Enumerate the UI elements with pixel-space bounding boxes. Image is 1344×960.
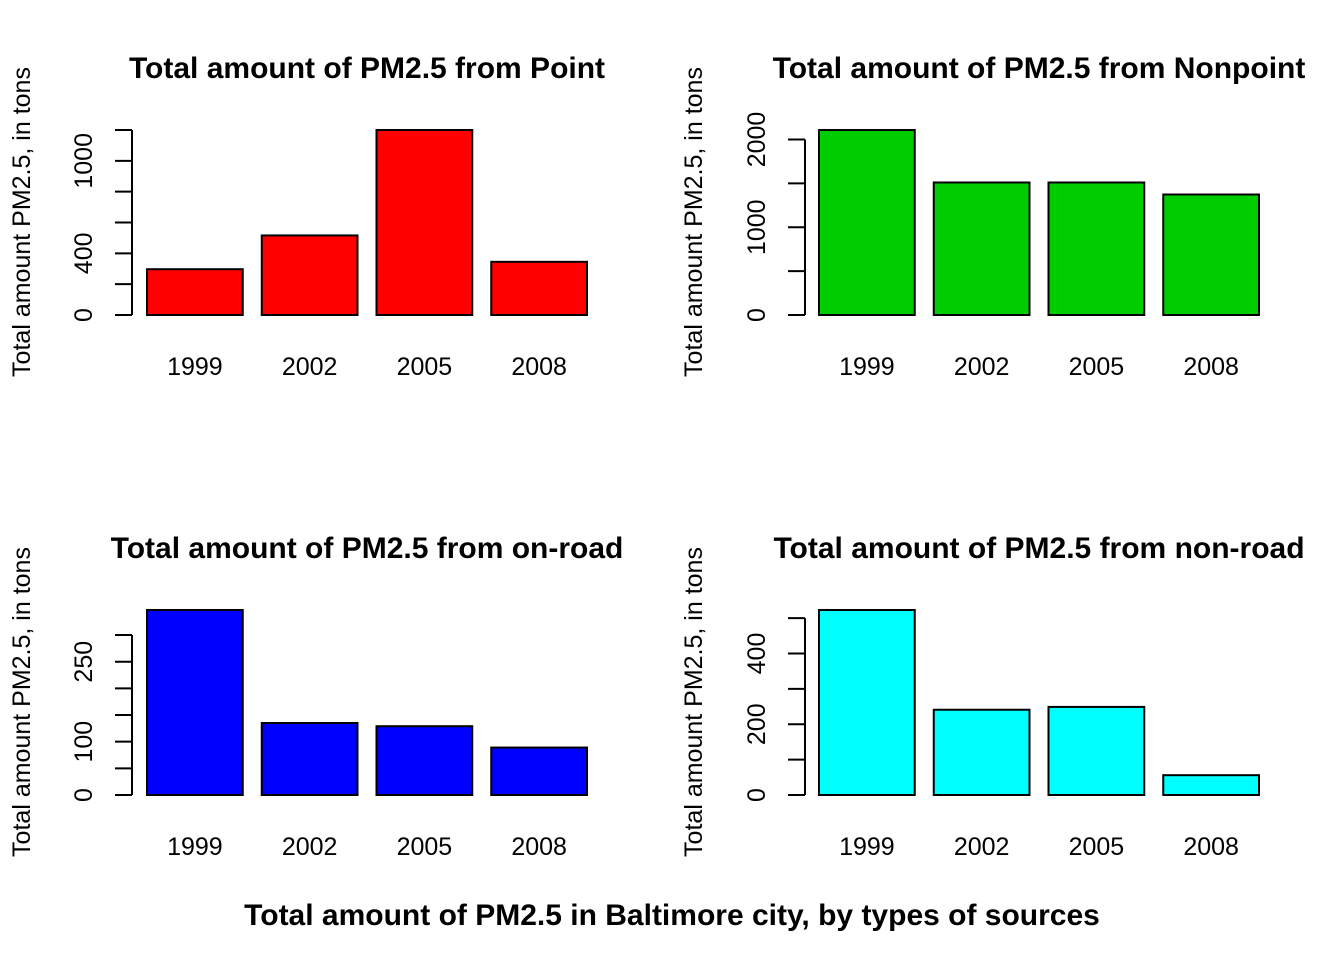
y-tick-label: 0 <box>70 308 98 322</box>
y-axis-label: Total amount PM2.5, in tons <box>680 547 708 857</box>
bar-2005 <box>375 725 474 797</box>
x-tick-label: 2002 <box>282 353 338 381</box>
y-tick-label: 0 <box>70 788 98 802</box>
y-tick-label: 0 <box>743 308 771 322</box>
x-tick-label: 1999 <box>167 833 223 861</box>
x-tick-label: 2005 <box>397 833 453 861</box>
y-axis-label: Total amount PM2.5, in tons <box>8 67 36 377</box>
y-tick-label: 250 <box>70 641 98 683</box>
outer-title: Total amount of PM2.5 in Baltimore city,… <box>244 899 1100 932</box>
bar-2008 <box>1162 193 1260 316</box>
y-tick-label: 0 <box>743 788 771 802</box>
bar-2008 <box>1162 774 1260 797</box>
bar-2008 <box>490 746 588 796</box>
panel-nonpoint: Total amount of PM2.5 from Nonpoint Total… <box>680 52 1305 381</box>
x-tick-label: 1999 <box>839 833 895 861</box>
bar-2002 <box>260 722 359 796</box>
y-tick-label: 1000 <box>70 133 98 189</box>
x-tick-label: 2002 <box>954 353 1010 381</box>
bar-1999 <box>146 268 244 316</box>
y-tick-label: 200 <box>743 703 771 745</box>
bar-1999 <box>146 609 244 796</box>
x-tick-label: 2002 <box>954 833 1010 861</box>
x-tick-label: 2008 <box>1183 353 1239 381</box>
x-tick-label: 2002 <box>282 833 338 861</box>
x-tick-label: 1999 <box>167 353 223 381</box>
x-tick-label: 2005 <box>397 353 453 381</box>
bar-2005 <box>375 129 474 316</box>
chart-title: Total amount of PM2.5 from on-road <box>111 532 624 565</box>
x-tick-label: 2005 <box>1069 833 1125 861</box>
bar-2005 <box>1047 181 1146 316</box>
panel-point: Total amount of PM2.5 from Point Total am… <box>8 52 605 381</box>
y-tick-label: 1000 <box>743 199 771 255</box>
x-tick-label: 2008 <box>511 833 567 861</box>
chart-title: Total amount of PM2.5 from non-road <box>773 532 1304 565</box>
y-tick-label: 2000 <box>743 112 771 168</box>
chart-title: Total amount of PM2.5 from Point <box>129 52 605 85</box>
bar-2008 <box>490 260 588 316</box>
x-tick-label: 1999 <box>839 353 895 381</box>
x-tick-label: 2005 <box>1069 353 1125 381</box>
x-tick-label: 2008 <box>1183 833 1239 861</box>
y-axis-label: Total amount PM2.5, in tons <box>8 547 36 857</box>
bar-2002 <box>932 181 1031 316</box>
bar-1999 <box>818 129 916 316</box>
bar-2005 <box>1047 705 1146 797</box>
y-tick-label: 400 <box>70 232 98 274</box>
y-tick-label: 100 <box>70 721 98 763</box>
panel-non-road: Total amount of PM2.5 from non-road Total… <box>680 532 1305 861</box>
panel-on-road: Total amount of PM2.5 from on-road Total … <box>8 532 623 861</box>
bar-2002 <box>260 234 359 316</box>
bar-1999 <box>818 609 916 796</box>
y-tick-label: 400 <box>743 633 771 675</box>
y-axis-label: Total amount PM2.5, in tons <box>680 67 708 377</box>
chart-title: Total amount of PM2.5 from Nonpoint <box>773 52 1306 85</box>
x-tick-label: 2008 <box>511 353 567 381</box>
bar-2002 <box>932 708 1031 796</box>
